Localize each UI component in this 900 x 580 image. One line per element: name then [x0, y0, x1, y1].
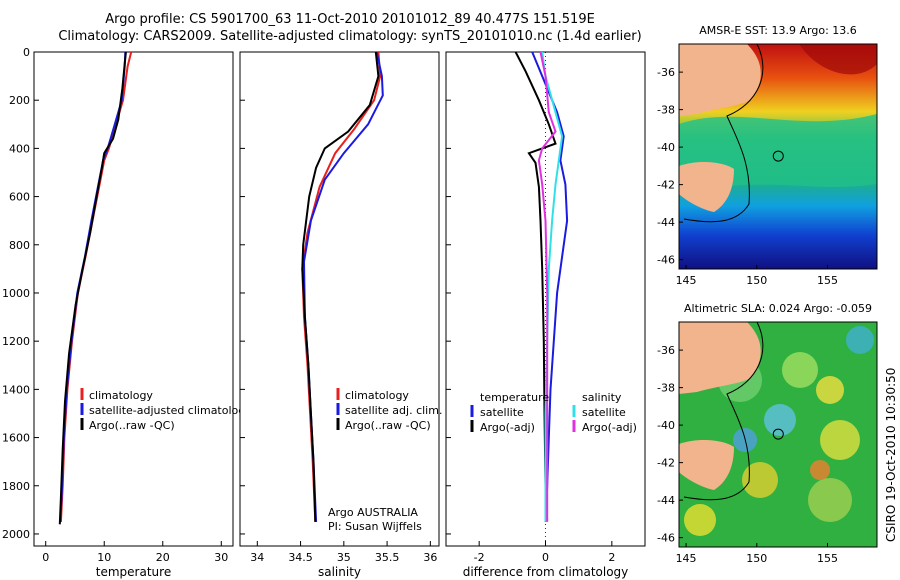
map-y-tick-label: -36 — [657, 66, 675, 79]
shelf-contour — [683, 44, 764, 223]
legend-entry: Argo(..raw -QC) — [89, 419, 175, 432]
x-tick-label: 35.5 — [375, 551, 400, 564]
x-tick-label: 36 — [423, 551, 437, 564]
x-tick-label: 2 — [608, 551, 615, 564]
map-y-tick-label: -38 — [657, 104, 675, 117]
x-tick-label: 34.5 — [288, 551, 313, 564]
x-tick-label: 35 — [337, 551, 351, 564]
y-tick-label: 2000 — [2, 528, 30, 541]
climatology-subtitle: Climatology: CARS2009. Satellite-adjuste… — [58, 29, 642, 44]
map-y-tick-label: -46 — [657, 254, 675, 267]
sla-anomaly — [764, 404, 796, 436]
plot-frame — [239, 51, 440, 547]
y-tick-label: 1800 — [2, 480, 30, 493]
plot-frame — [33, 51, 234, 547]
legend-entry: Argo(-adj) — [480, 421, 535, 434]
map-field — [679, 44, 877, 269]
argo-position-marker — [772, 428, 784, 440]
map-y-tick-label: -38 — [657, 382, 675, 395]
x-tick-label: 20 — [156, 551, 170, 564]
legend-entry: climatology — [345, 389, 409, 402]
series-line-salinity-argo-adj- — [537, 51, 557, 522]
map-y-tick-label: -42 — [657, 179, 675, 192]
temperature-plot: 0 10 20 30 0 200 400 600 800 1000 1200 1400 1600 1800… — [2, 46, 252, 579]
sla-anomaly — [742, 462, 778, 498]
map-frame — [678, 43, 878, 270]
map-x-tick-label: 145 — [676, 552, 697, 565]
map-x-tick-label: 145 — [676, 274, 697, 287]
y-tick-label: 800 — [9, 239, 30, 252]
x-axis-label: temperature — [96, 565, 171, 579]
legend-title-salinity: salinity — [582, 391, 622, 404]
x-tick-label: -2 — [474, 551, 485, 564]
mainland-australia — [679, 322, 761, 394]
map-x-tick-label: 155 — [817, 552, 838, 565]
sla-anomaly — [820, 420, 860, 460]
argo-annotation: Argo AUSTRALIA — [328, 506, 418, 519]
sla-anomaly — [782, 352, 818, 388]
legend-entry: satellite — [480, 406, 524, 419]
x-axis-label: salinity — [318, 565, 361, 579]
map-y-tick-label: -36 — [657, 344, 675, 357]
argo-position-marker — [772, 150, 784, 162]
tasmania — [679, 162, 734, 212]
y-tick-label: 200 — [9, 94, 30, 107]
y-tick-label: 600 — [9, 191, 30, 204]
series-line-argo-raw-qc- — [58, 51, 127, 525]
x-axis-label: difference from climatology — [463, 565, 629, 579]
map-x-tick-label: 150 — [746, 552, 767, 565]
map-frame — [678, 321, 878, 548]
sla-anomaly — [846, 326, 874, 354]
y-tick-label: 1200 — [2, 335, 30, 348]
series-line-temperature-satellite — [531, 51, 569, 522]
legend-entry: Argo(..raw -QC) — [345, 419, 431, 432]
csiro-timestamp: CSIRO 19-Oct-2010 10:30:50 — [884, 367, 898, 542]
y-tick-label: 400 — [9, 142, 30, 155]
sla-map: Altimetric SLA: 0.024 Argo: -0.059 145 150… — [657, 302, 878, 565]
legend-title-temperature: temperature — [480, 391, 549, 404]
tasmania — [679, 440, 734, 490]
map-y-tick-label: -44 — [657, 494, 675, 507]
legend-entry: satellite adj. clim. — [345, 404, 442, 417]
sla-anomaly — [808, 478, 852, 522]
shelf-contour — [683, 322, 764, 501]
x-tick-label: 10 — [97, 551, 111, 564]
y-tick-label: 1400 — [2, 383, 30, 396]
sst-warm-core — [799, 44, 877, 75]
x-tick-label: 0 — [42, 551, 49, 564]
legend-entry: Argo(-adj) — [582, 421, 637, 434]
sla-anomaly — [810, 460, 830, 480]
map-y-tick-label: -44 — [657, 216, 675, 229]
map-title: Altimetric SLA: 0.024 Argo: -0.059 — [684, 302, 872, 315]
argo-annotation: PI: Susan Wijffels — [328, 520, 422, 533]
profile-title: Argo profile: CS 5901700_63 11-Oct-2010 … — [105, 12, 595, 27]
x-tick-label: 30 — [214, 551, 228, 564]
map-x-tick-label: 155 — [817, 274, 838, 287]
legend-entry: climatology — [89, 389, 153, 402]
map-x-tick-label: 150 — [746, 274, 767, 287]
map-y-tick-label: -40 — [657, 141, 675, 154]
map-title: AMSR-E SST: 13.9 Argo: 13.6 — [699, 24, 857, 37]
sst-map: AMSR-E SST: 13.9 Argo: 13.6 145 150 155 -36 -… — [657, 24, 878, 287]
legend-entry: satellite-adjusted climatology — [89, 404, 252, 417]
y-tick-label: 0 — [23, 46, 30, 59]
y-tick-label: 1600 — [2, 432, 30, 445]
mainland-australia — [679, 44, 761, 116]
series-line-temperature-argo-adj- — [514, 51, 557, 522]
series-line-argo-raw-qc- — [301, 51, 380, 522]
map-y-tick-label: -42 — [657, 457, 675, 470]
y-tick-label: 1000 — [2, 287, 30, 300]
sla-anomaly — [816, 376, 844, 404]
map-y-tick-label: -40 — [657, 419, 675, 432]
legend-entry: satellite — [582, 406, 626, 419]
x-tick-label: 34 — [250, 551, 264, 564]
map-field — [679, 322, 877, 547]
map-y-tick-label: -46 — [657, 532, 675, 545]
sla-anomaly — [684, 504, 716, 536]
salinity-plot: 34 34.5 35 35.5 36 salinity climatology satelli… — [239, 51, 442, 579]
x-tick-label: 0 — [542, 551, 549, 564]
